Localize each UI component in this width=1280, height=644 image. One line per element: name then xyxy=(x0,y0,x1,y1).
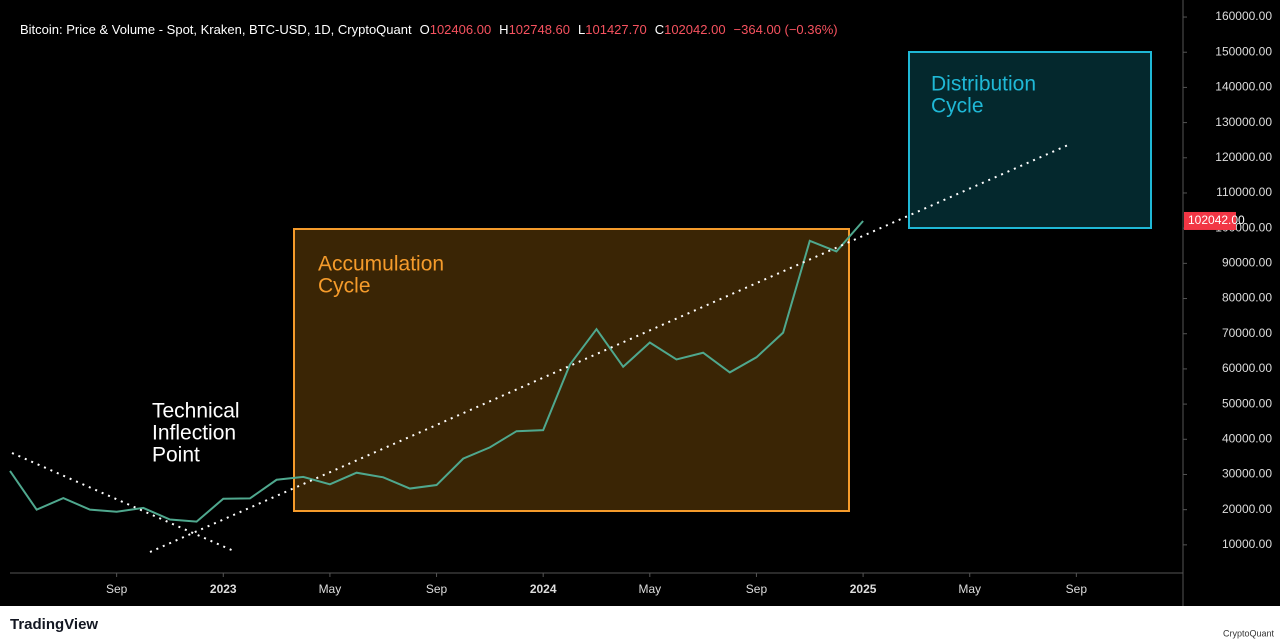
technical-annotation: Technical Inflection Point xyxy=(152,400,240,467)
last-price-box xyxy=(1184,211,1236,230)
x-tick-label: 2024 xyxy=(530,582,557,596)
distribution-box xyxy=(908,51,1152,229)
accumulation-box xyxy=(293,228,850,512)
header: Bitcoin: Price & Volume - Spot, Kraken, … xyxy=(20,22,838,37)
distribution-annotation: Distribution Cycle xyxy=(931,73,1036,118)
y-tick-label: 60000.00 xyxy=(1222,361,1272,375)
accumulation-annotation: Accumulation Cycle xyxy=(318,253,444,298)
y-tick-label: 140000.00 xyxy=(1215,80,1272,94)
y-tick-label: 20000.00 xyxy=(1222,502,1272,516)
x-tick-label: May xyxy=(958,582,981,596)
annotation-text: Distribution xyxy=(931,73,1036,96)
ohlc-label: L xyxy=(578,22,585,37)
annotation-text: Inflection xyxy=(152,422,236,445)
ohlc-label: C xyxy=(655,22,664,37)
ohlc-value: 102748.60 xyxy=(509,22,570,37)
y-tick-label: 150000.00 xyxy=(1215,44,1272,58)
x-tick-label: 2023 xyxy=(210,582,237,596)
annotation-text: Technical xyxy=(152,400,240,423)
tradingview-logo: TradingView xyxy=(10,616,98,633)
ohlc-label: H xyxy=(499,22,508,37)
chart-title: Bitcoin: Price & Volume - Spot, Kraken, … xyxy=(20,22,838,37)
x-tick-label: Sep xyxy=(1066,582,1088,596)
x-tick-label: 2025 xyxy=(850,582,877,596)
y-tick-label: 130000.00 xyxy=(1215,115,1272,129)
annotation-text: Cycle xyxy=(931,95,984,118)
y-tick-label: 90000.00 xyxy=(1222,256,1272,270)
y-tick-label: 30000.00 xyxy=(1222,467,1272,481)
y-tick-label: 110000.00 xyxy=(1216,185,1272,199)
y-tick-label: 160000.00 xyxy=(1215,9,1272,23)
y-tick-label: 50000.00 xyxy=(1222,396,1272,410)
x-tick-label: Sep xyxy=(106,582,128,596)
y-tick-label: 40000.00 xyxy=(1222,431,1272,445)
x-tick-label: Sep xyxy=(746,582,768,596)
down-trend-line xyxy=(11,452,237,553)
annotation-text: Cycle xyxy=(318,275,371,298)
change: −364.00 (−0.36%) xyxy=(734,22,838,37)
ohlc-value: 101427.70 xyxy=(585,22,646,37)
ohlc-value: 102406.00 xyxy=(430,22,491,37)
x-tick-label: May xyxy=(319,582,342,596)
plot xyxy=(9,220,864,523)
y-tick-label: 120000.00 xyxy=(1215,150,1272,164)
cryptoquant-logo: CryptoQuant xyxy=(1223,628,1275,638)
y-tick-label: 10000.00 xyxy=(1222,537,1272,551)
ohlc-label: O xyxy=(420,22,430,37)
annotation-text: Point xyxy=(152,444,200,467)
x-tick-label: May xyxy=(638,582,661,596)
y-tick-label: 70000.00 xyxy=(1222,326,1272,340)
ohlc-value: 102042.00 xyxy=(664,22,725,37)
title-text: Bitcoin: Price & Volume - Spot, Kraken, … xyxy=(20,22,412,37)
last-price-label: 102042.00 xyxy=(1188,213,1245,227)
y-tick-label: 80000.00 xyxy=(1222,291,1272,305)
annotation-text: Accumulation xyxy=(318,253,444,276)
x-tick-label: Sep xyxy=(426,582,448,596)
price-line xyxy=(9,220,864,523)
